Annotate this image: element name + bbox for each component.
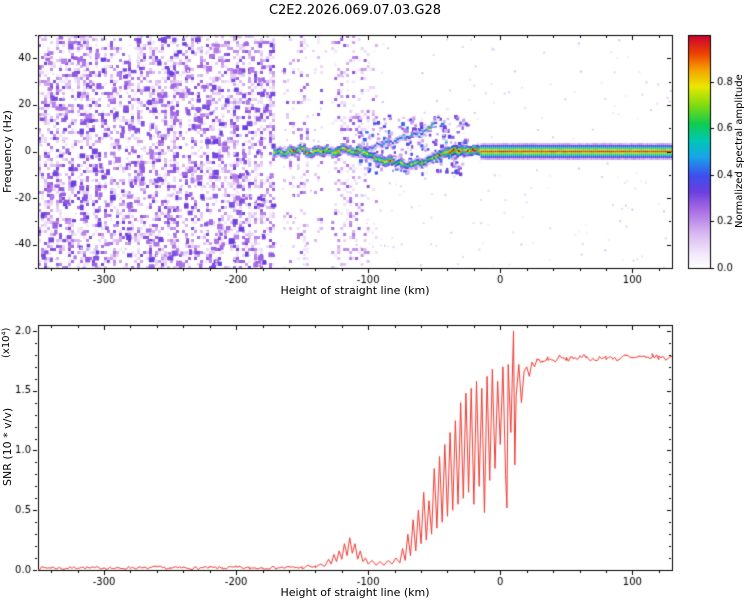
frequency-axis-label: Frequency (Hz) xyxy=(1,110,14,193)
bottom-x-axis-label: Height of straight line (km) xyxy=(280,586,430,599)
spectrogram-canvas xyxy=(0,0,680,300)
snr-axis-label: SNR (10 * v/v) xyxy=(1,407,14,487)
snr-axis-units-label: (x10⁴) xyxy=(1,327,12,359)
top-x-axis-label: Height of straight line (km) xyxy=(280,284,430,297)
colorbar-label: Normalized spectral amplitude xyxy=(734,74,745,229)
snr-canvas xyxy=(0,300,750,600)
colorbar-canvas xyxy=(680,0,750,300)
chart-title: C2E2.2026.069.07.03.G28 xyxy=(268,3,442,18)
